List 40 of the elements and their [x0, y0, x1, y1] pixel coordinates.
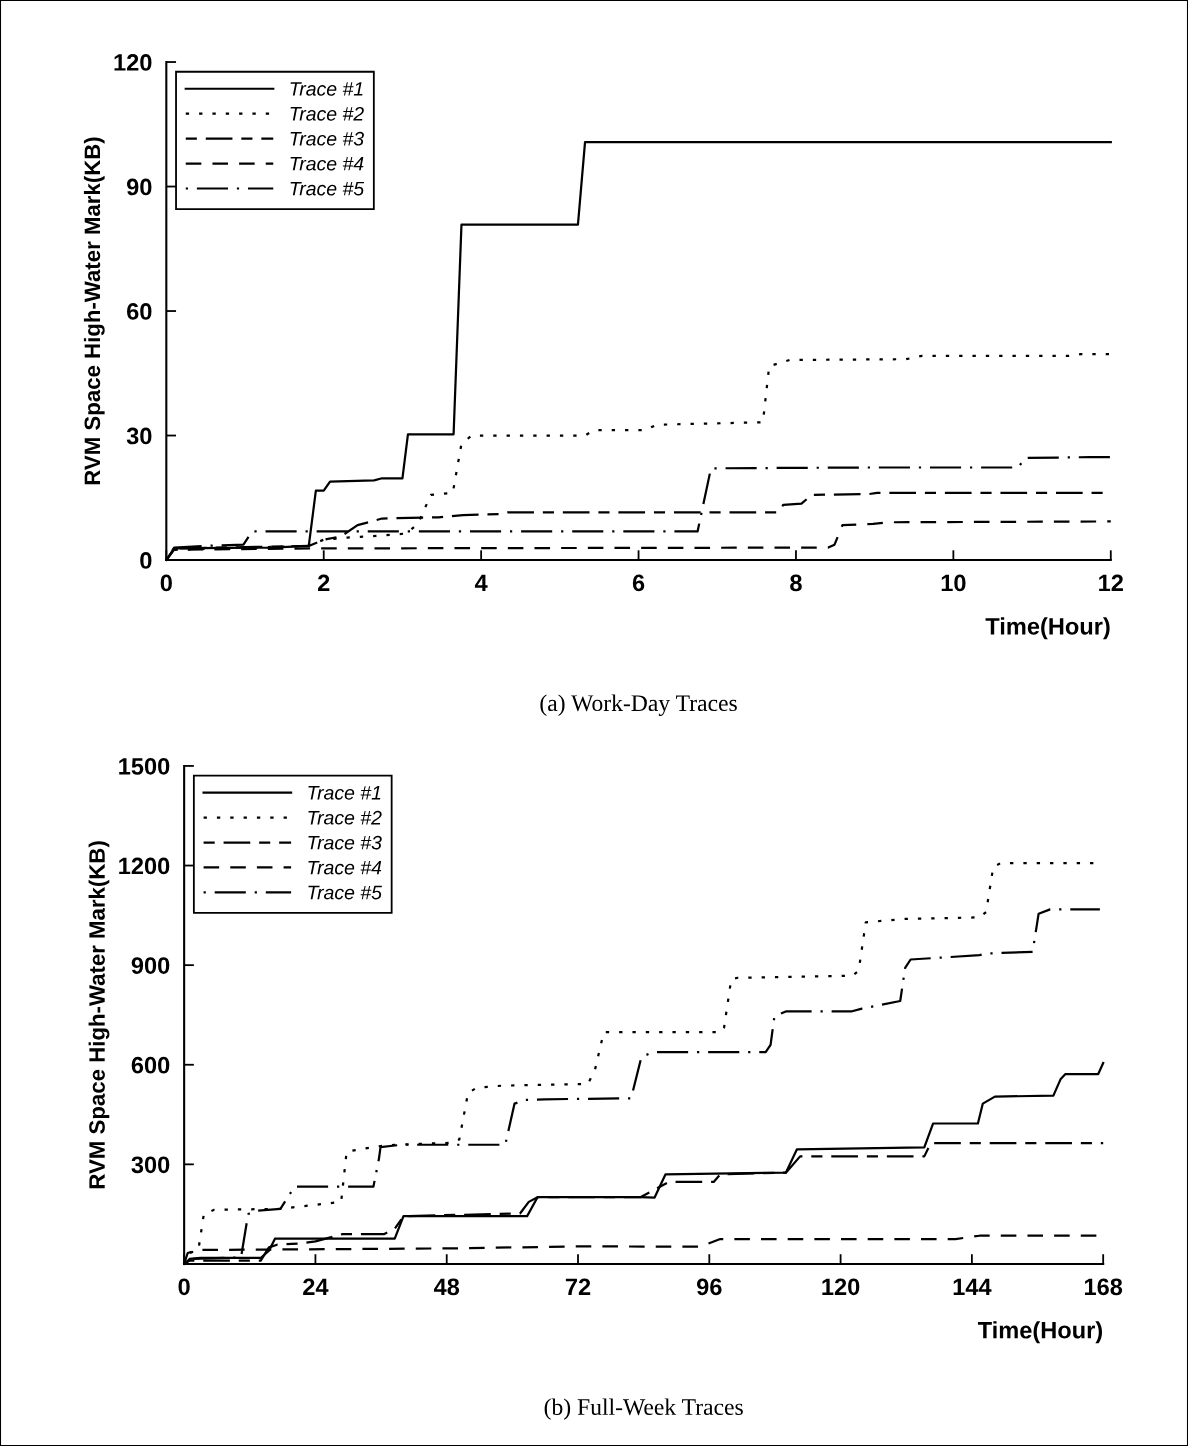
- x-tick-label: 6: [632, 574, 645, 592]
- x-tick-label: 12: [1099, 574, 1123, 592]
- x-tick-label: 96: [696, 1278, 722, 1296]
- legend-label: Trace #5: [290, 181, 365, 196]
- text: (b) Full-Week Traces: [544, 1398, 743, 1420]
- x-tick-label: 4: [474, 574, 488, 592]
- y-tick-label: 1500: [119, 758, 170, 775]
- x-tick-label: 0: [178, 1278, 190, 1296]
- y-tick-label: 1200: [119, 857, 170, 875]
- legend-label: Trace #2: [308, 810, 382, 825]
- legend-label: Trace #3: [290, 131, 364, 146]
- legend-label: Trace #3: [308, 835, 382, 850]
- x-tick-label: 10: [941, 574, 966, 592]
- x-axis-title: Time(Hour): [985, 617, 1110, 640]
- x-tick-label: 48: [433, 1278, 460, 1296]
- y-tick-label: 30: [126, 427, 152, 445]
- x-tick-label: 144: [953, 1278, 992, 1295]
- text: (a) Work-Day Traces: [540, 694, 737, 716]
- x-tick-label: 8: [790, 574, 802, 592]
- x-tick-label: 168: [1084, 1278, 1123, 1296]
- legend-label: Trace #1: [308, 786, 381, 800]
- y-axis-title: RVM Space High-Water Mark(KB): [83, 137, 105, 485]
- x-tick-label: 2: [317, 574, 330, 592]
- legend-label: Trace #2: [290, 106, 364, 121]
- legend-label: Trace #5: [308, 885, 382, 900]
- y-tick-label: 900: [131, 957, 170, 974]
- y-tick-label: 600: [131, 1056, 170, 1074]
- y-tick-label: 120: [114, 54, 152, 71]
- legend-label: Trace #1: [290, 82, 363, 96]
- y-axis-title: RVM Space High-Water Mark(KB): [88, 841, 110, 1189]
- legend-label: Trace #4: [290, 156, 364, 171]
- y-tick-label: 90: [126, 178, 152, 196]
- x-tick-label: 24: [303, 1278, 329, 1295]
- y-tick-label: 300: [131, 1156, 170, 1174]
- x-axis-title: Time(Hour): [977, 1321, 1103, 1344]
- legend-label: Trace #4: [308, 860, 382, 875]
- y-tick-label: 0: [140, 552, 152, 569]
- y-tick-label: 60: [127, 303, 152, 320]
- x-tick-label: 120: [822, 1278, 860, 1296]
- x-tick-label: 72: [565, 1278, 591, 1295]
